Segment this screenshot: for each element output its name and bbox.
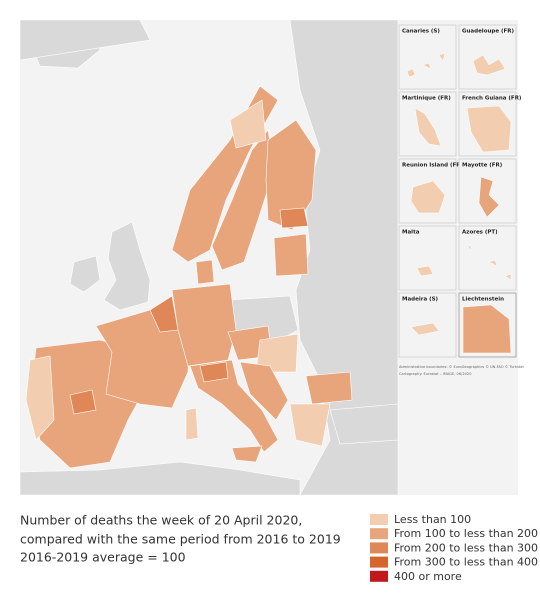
inset-label: Martinique (FR) xyxy=(402,96,451,102)
legend-label: From 100 to less than 200 xyxy=(394,527,538,540)
inset-frame xyxy=(458,225,517,291)
region-denmark xyxy=(195,259,215,285)
region-italy xyxy=(189,359,279,453)
inset: Azores (PT) xyxy=(458,225,517,291)
inset-shape xyxy=(406,52,446,78)
inset-label: Mayotte (FR) xyxy=(462,163,503,169)
inset-frame xyxy=(398,24,457,90)
legend-swatch xyxy=(370,542,388,554)
legend-label: From 200 to less than 300 xyxy=(394,541,538,554)
region-balkans xyxy=(239,361,289,421)
region-lombardy xyxy=(199,361,229,383)
inset: Liechtenstein xyxy=(458,292,517,358)
region-baltics xyxy=(273,233,309,277)
attribution: Cartography: Eurostat – IMAGE, 06/2020 xyxy=(399,372,472,376)
inset: Mayotte (FR) xyxy=(458,158,517,224)
inset: Reunion Island (FR) xyxy=(398,158,463,224)
inset-panels: Canaries (S) Guadeloupe (FR) Martinique (F… xyxy=(398,24,522,358)
region-helsinki xyxy=(279,207,309,229)
region-hungary xyxy=(255,333,299,373)
inset-frame xyxy=(458,24,517,90)
region-sweden-north xyxy=(229,99,267,149)
legend-swatch xyxy=(370,570,388,582)
inset-shape xyxy=(416,265,434,277)
inset-label: Madeira (S) xyxy=(402,297,439,303)
inset-shape xyxy=(466,105,512,153)
legend-label: Less than 100 xyxy=(394,513,471,526)
region-iberia-west xyxy=(25,355,55,441)
inset-shape xyxy=(410,180,446,214)
inset-label: Canaries (S) xyxy=(402,29,440,35)
inset-label: Guadeloupe (FR) xyxy=(462,29,514,35)
inset: Madeira (S) xyxy=(398,292,457,358)
inset: Malta xyxy=(398,225,457,291)
legend-swatch xyxy=(370,528,388,540)
inset: Guadeloupe (FR) xyxy=(458,24,517,90)
region-greece xyxy=(289,403,331,447)
caption-line: compared with the same period from 2016 … xyxy=(20,532,341,547)
inset: Martinique (FR) xyxy=(398,91,457,157)
legend-swatch xyxy=(370,514,388,525)
inset-shape xyxy=(466,245,512,281)
inset-label: Reunion Island (FR) xyxy=(402,163,463,169)
region-sicily xyxy=(231,445,263,463)
inset-frame xyxy=(398,225,457,291)
inset-shape xyxy=(410,322,440,336)
inset-shape xyxy=(478,176,500,218)
region-madrid xyxy=(69,389,97,415)
inset: French Guiana (FR) xyxy=(458,91,522,157)
inset: Canaries (S) xyxy=(398,24,457,90)
caption-line: 2016-2019 average = 100 xyxy=(20,550,186,565)
choropleth-regions xyxy=(25,85,353,469)
attribution: Administrative boundaries: © EuroGeograp… xyxy=(399,365,524,369)
inset-shape xyxy=(472,54,506,76)
inset-shape xyxy=(414,107,442,147)
legend-swatch xyxy=(370,556,388,568)
inset-shape xyxy=(462,304,512,354)
region-bulgaria xyxy=(305,371,353,405)
legend-label: 400 or more xyxy=(394,570,462,583)
non-data-land xyxy=(19,19,399,496)
caption-line: Number of deaths the week of 20 April 20… xyxy=(20,513,302,528)
inset-label: Liechtenstein xyxy=(462,297,504,303)
inset-label: French Guiana (FR) xyxy=(462,96,522,102)
inset-label: Malta xyxy=(402,230,420,236)
region-sardinia xyxy=(185,407,199,441)
legend-label: From 300 to less than 400 xyxy=(394,556,538,569)
region-germany xyxy=(171,283,237,367)
inset-label: Azores (PT) xyxy=(462,230,498,236)
